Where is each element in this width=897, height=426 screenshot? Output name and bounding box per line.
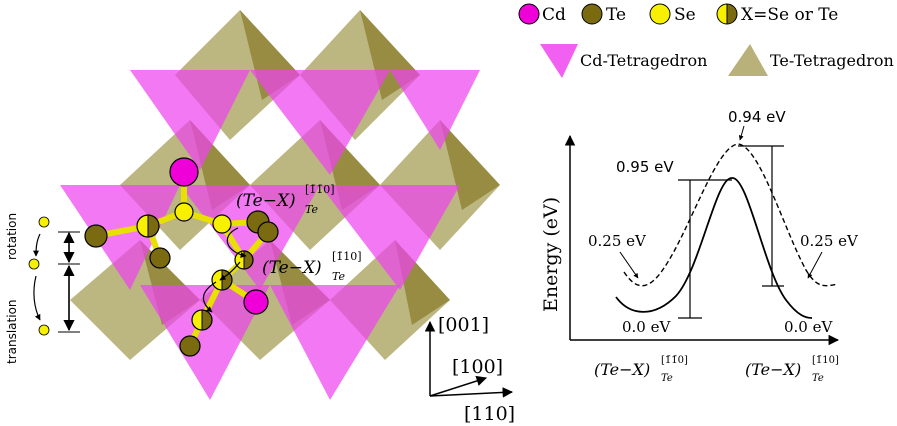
cd-tetrahedron-5 (180, 185, 320, 290)
x-right-base: (Te−X) (745, 360, 801, 379)
legend-cd-label: Cd (542, 5, 566, 25)
cd-atom-2 (243, 289, 269, 315)
barrier-dashed-label: 0.94 eV (728, 108, 786, 126)
cd-atom-1 (169, 157, 199, 187)
x-left-base: (Te−X) (594, 360, 650, 379)
axis-100-label: [100] (452, 356, 503, 378)
te-atom-5 (179, 335, 201, 357)
barrier-solid-label: 0.95 eV (616, 158, 674, 176)
left-dashed-min-pointer (619, 251, 639, 279)
atoms (84, 157, 279, 357)
translation-rotation-scheme: translation rotation (5, 213, 80, 364)
atom-cluster (84, 157, 279, 357)
rotation-label: rotation (5, 213, 19, 260)
te-atom-2 (149, 247, 171, 269)
left-dashed-min-label: 0.25 eV (588, 232, 647, 250)
legend-se-swatch (649, 3, 671, 25)
legend-cd-swatch (518, 3, 540, 25)
cd-tetrahedron-1 (130, 70, 250, 170)
x-right-sup: [1̄10] (812, 355, 839, 366)
legend-te-label: Te (606, 5, 626, 25)
axis-001-label: [001] (438, 314, 489, 336)
te-tetrahedron-face-5 (440, 120, 500, 210)
translation-arrow (33, 275, 41, 321)
axis-110-arrow (429, 387, 514, 398)
label-upper-sub: Te (305, 203, 318, 216)
legend-x-swatch (716, 3, 738, 25)
cd-tetrahedron-2 (250, 70, 390, 175)
legend-cd-tetra-label: Cd-Tetragedron (580, 51, 707, 70)
te-atom-1 (84, 224, 108, 248)
x-atom-4 (191, 309, 213, 331)
se-atom-scheme-1 (38, 216, 50, 228)
tetrahedra-framework (60, 10, 500, 400)
te-atom-4 (257, 221, 279, 243)
se-atom-scheme-2 (28, 258, 40, 270)
rotation-arrow (33, 233, 41, 257)
x-left-sub: Te (661, 373, 673, 384)
structure-label-upper: (Te−X) Te [1̄1̄0] (236, 183, 335, 216)
x-label-left: (Te−X) Te [1̄1̄0] (594, 355, 688, 384)
se-atom-2 (212, 214, 232, 234)
cd-tetrahedron-4 (60, 185, 180, 290)
migration-arrow-upper (226, 227, 247, 258)
cd-tetrahedron-7 (140, 285, 270, 400)
right-solid-min-label: 0.0 eV (784, 318, 834, 336)
solid-energy-curve (615, 177, 813, 319)
translation-label: translation (5, 299, 19, 364)
legend: Cd Te Se X=Se or Te Cd-Tetragedron Te-Te… (518, 3, 894, 78)
structure-label-lower: (Te−X) Te [1̄10] (262, 250, 362, 283)
left-solid-min-label: 0.0 eV (622, 318, 672, 336)
label-lower-sup: [1̄10] (332, 250, 362, 263)
x-atom-1 (136, 214, 160, 238)
legend-te-tetra-swatch (728, 44, 768, 76)
migration-arrow-mid (219, 261, 241, 281)
axis-100-arrow (429, 375, 487, 397)
label-lower-base: (Te−X) (262, 258, 322, 278)
cd-tetrahedron-8 (270, 285, 400, 400)
x-label-right: (Te−X) Te [1̄10] (745, 355, 839, 384)
legend-te-swatch (581, 3, 603, 25)
crystal-axes: [001] [100] [110] (424, 314, 515, 425)
cd-tetrahedron-3 (390, 70, 480, 150)
right-dashed-min-label: 0.25 eV (800, 232, 859, 250)
label-upper-sup: [1̄1̄0] (305, 183, 335, 196)
axis-110-label: [110] (464, 403, 515, 425)
legend-te-tetra-label: Te-Tetragedron (770, 51, 894, 70)
energy-y-label: Energy (eV) (540, 197, 562, 312)
legend-cd-tetra-swatch (540, 44, 578, 78)
cd-tetrahedron-6 (320, 185, 460, 290)
x-left-sup: [1̄1̄0] (661, 355, 688, 366)
se-atom-1 (174, 202, 194, 222)
label-lower-sub: Te (332, 270, 345, 283)
legend-se-label: Se (674, 5, 696, 25)
label-upper-base: (Te−X) (236, 191, 296, 211)
energy-panel-background (510, 118, 890, 350)
right-dashed-min-pointer (807, 251, 823, 279)
se-atom-scheme-3 (38, 324, 50, 336)
energy-profile-panel: Energy (eV) 0.94 eV 0.95 eV 0.25 eV 0.25… (510, 108, 890, 384)
legend-x-label: X=Se or Te (741, 5, 838, 25)
barrier-dashed-pointer (738, 125, 745, 141)
migration-arrow-lower (202, 281, 217, 313)
x-right-sub: Te (812, 373, 824, 384)
